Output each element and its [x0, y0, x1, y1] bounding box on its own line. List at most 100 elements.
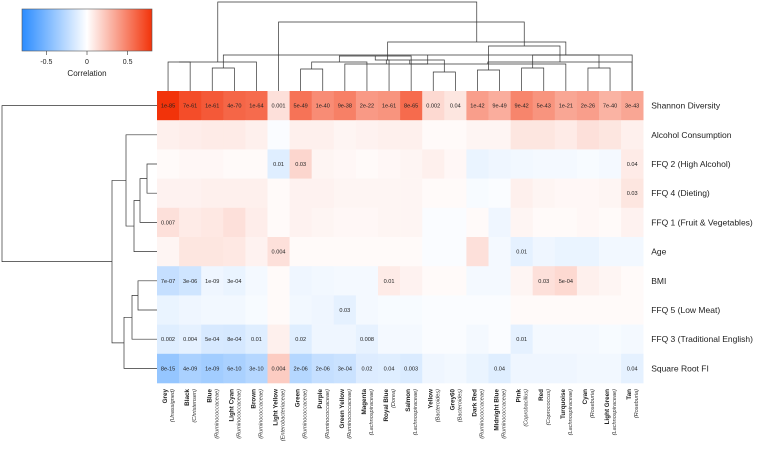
cell-annotation: 9e-38 [338, 104, 352, 110]
heatmap-cell [599, 266, 622, 296]
heatmap-cell [311, 266, 335, 296]
dendrogram-branch [385, 59, 390, 91]
heatmap-cell [554, 91, 578, 121]
column-family: (Ruminococcaceae) [347, 389, 353, 439]
heatmap-cell [245, 120, 268, 150]
column-family: (Roseburia) [634, 389, 640, 418]
heatmap-cell [599, 295, 622, 325]
heatmap-cell [157, 178, 180, 209]
cell-annotation: 1e-40 [316, 104, 330, 110]
heatmap-cell [621, 295, 644, 325]
column-name: Tan [626, 389, 633, 400]
column-name: Purple [317, 389, 324, 409]
heatmap-cell [466, 207, 489, 238]
heatmap-cell [267, 207, 290, 238]
heatmap-cell [444, 266, 467, 296]
dendrogram-branch [300, 68, 324, 91]
heatmap-cell [355, 324, 379, 355]
cell-annotation: 0.03 [339, 308, 350, 314]
dendrogram-branch [1, 105, 157, 262]
cell-annotation: 7e-40 [603, 104, 617, 110]
heatmap-cell [355, 266, 379, 296]
colorbar-gradient [21, 8, 153, 52]
cell-annotation: 0.03 [627, 191, 638, 197]
row-label: FFQ 4 (Dieting) [651, 188, 710, 198]
row-label: Age [651, 247, 666, 257]
cell-annotation: 4e-70 [227, 104, 241, 110]
heatmap-cell [289, 120, 312, 150]
heatmap-cell [554, 266, 578, 296]
column-name: Black [184, 389, 191, 406]
heatmap-cell [488, 237, 511, 267]
column-label: Green (Ruminococcaceae) [295, 389, 309, 439]
row-label: FFQ 1 (Fruit & Vegetables) [651, 217, 753, 227]
column-name: Brown [250, 389, 257, 409]
dendrogram-branch [123, 316, 157, 369]
cell-annotation: 5e-43 [537, 104, 551, 110]
column-name: Turquoise [560, 389, 567, 419]
heatmap-cell [223, 266, 246, 296]
heatmap-cell [488, 295, 511, 325]
column-family: (Enterobacteriaceae) [281, 389, 287, 441]
cell-annotation: 0.04 [450, 104, 461, 110]
heatmap-cell [201, 237, 224, 267]
heatmap-cell [554, 178, 578, 209]
heatmap-cell [333, 149, 357, 179]
heatmap-cell [532, 149, 556, 179]
heatmap-cell [444, 178, 467, 209]
heatmap-cell [532, 324, 556, 355]
cell-annotation: 0.02 [295, 337, 306, 343]
heatmap-cell [355, 353, 379, 384]
heatmap-cell [422, 237, 445, 267]
heatmap-cell [532, 91, 556, 121]
heatmap-cell [157, 266, 180, 296]
heatmap-cell [510, 266, 533, 296]
heatmap-cell [267, 149, 290, 179]
heatmap-cell [333, 120, 357, 150]
heatmap-cell [466, 353, 489, 384]
heatmap-cell [179, 120, 202, 150]
column-label: Grey (Unassigned) [162, 389, 176, 423]
heatmap-cell [201, 353, 224, 384]
heatmap-cell [510, 178, 533, 209]
cell-annotation: 5e-49 [293, 104, 307, 110]
heatmap-cell [444, 295, 467, 325]
column-family: (Bacteroides) [435, 389, 441, 422]
heatmap-cell [245, 266, 268, 296]
cell-annotation: 3e-04 [338, 366, 352, 372]
heatmap-cell [488, 266, 511, 296]
heatmap-cell [333, 207, 357, 238]
cell-annotation: 0.04 [627, 162, 638, 168]
heatmap-cell [488, 149, 511, 179]
heatmap-cell [267, 353, 290, 384]
heatmap-cell [400, 266, 423, 296]
heatmap-cell [444, 149, 467, 179]
column-name: Royal Blue [383, 389, 390, 422]
heatmap-cell [599, 353, 622, 384]
cell-annotation: 8e-04 [227, 337, 241, 343]
cell-annotation: 0.04 [384, 366, 395, 372]
heatmap-cell [621, 237, 644, 267]
column-family: (Unassigned) [170, 389, 176, 422]
heatmap-cell [621, 324, 644, 355]
dendrogram-branch [477, 69, 500, 91]
column-family: (Ruminococcaceae) [258, 389, 264, 439]
column-label: Turquoise (Lachnospiraceae) [560, 389, 574, 436]
heatmap-cell [378, 353, 401, 384]
heatmap-cell [444, 353, 467, 384]
column-label: Grey60 (Bacteroides) [449, 389, 463, 423]
heatmap-cell [400, 178, 423, 209]
column-label: Dark Red (Ruminococcaceae) [471, 389, 485, 439]
cell-annotation: 4e-09 [183, 366, 197, 372]
column-name: Grey60 [449, 389, 456, 411]
heatmap-cell [355, 207, 379, 238]
heatmap-cell [223, 207, 246, 238]
row-label: FFQ 3 (Traditional English) [651, 334, 753, 344]
column-family: (Ruminococcaceae) [325, 389, 331, 439]
column-label: Cyan (Roseburia) [582, 389, 596, 418]
heatmap-cell [532, 353, 556, 384]
heatmap-cell [355, 178, 379, 209]
heatmap-cell [488, 207, 511, 238]
heatmap-cell [355, 91, 379, 121]
